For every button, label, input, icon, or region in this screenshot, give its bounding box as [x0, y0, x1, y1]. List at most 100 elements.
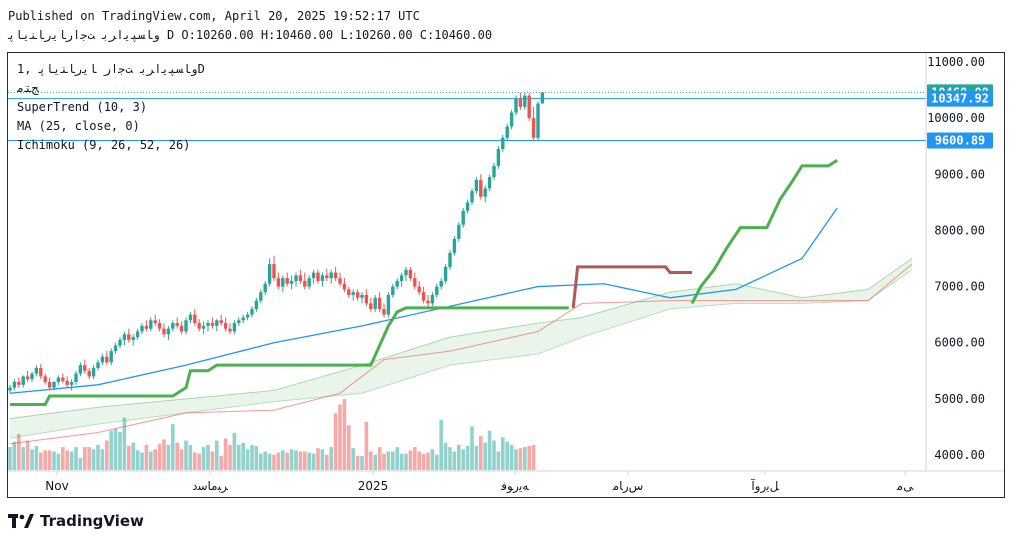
candle-body: [487, 177, 492, 189]
volume-bar: [149, 451, 153, 470]
candle-body: [325, 275, 329, 279]
candle-body: [479, 179, 483, 197]
y-tick-label: 10000.00: [927, 111, 985, 125]
candle-body: [391, 286, 395, 295]
candle-body: [12, 382, 17, 388]
volume-bar: [83, 447, 87, 470]
volume-bar: [250, 444, 254, 470]
supertrend-down-line: [571, 265, 692, 309]
volume-bar: [329, 447, 333, 470]
y-tick-label: 7000.00: [934, 280, 985, 294]
candle-body: [65, 380, 69, 385]
candle-body: [179, 325, 184, 332]
volume-bar: [118, 431, 122, 470]
candle-body: [171, 323, 175, 329]
volume-bar: [509, 444, 514, 470]
volume-bar: [518, 448, 523, 470]
volume-bar: [259, 453, 263, 470]
candle-body: [311, 272, 316, 279]
legend-ichimoku[interactable]: Ichimoku (9, 26, 52, 26): [17, 138, 191, 152]
candle-body: [105, 356, 109, 363]
volume-bar: [320, 449, 325, 470]
volume-bar: [113, 428, 118, 470]
candle-body: [91, 367, 96, 377]
volume-bar: [267, 453, 272, 470]
volume-bar: [448, 447, 452, 470]
supertrend-up-line-2: [690, 158, 839, 305]
candle-body: [157, 323, 162, 329]
volume-bar: [153, 449, 157, 470]
tradingview-logo[interactable]: TradingView: [8, 512, 144, 530]
volume-bar: [501, 437, 505, 470]
symbol-ohlc-line: ﻭﺎﺴﭙﯾﺍﺮﺑ ﺖﺟﺍﺭﺎﯾﺭﺎﻨﯾﺎﭘ D O:10260.00 H:104…: [8, 28, 493, 42]
candle-body: [333, 272, 338, 279]
candle-body: [294, 275, 298, 281]
volume-bar: [505, 441, 509, 470]
volume-bar: [223, 438, 228, 470]
candle-body: [17, 382, 21, 385]
volume-bar: [56, 453, 61, 470]
volume-bar: [452, 451, 457, 470]
legend-symbol[interactable]: ﻭﺎﺴﭙﯾﺍﺮﺑ ﺖﺟﺍﺭ ﺎﯾﺭﺎﻨﯾﺎﭘ ,1D: [17, 62, 205, 76]
volume-bar: [162, 439, 166, 470]
volume-bar: [342, 399, 347, 470]
volume-bar: [254, 446, 259, 470]
candle-body: [215, 320, 219, 326]
candle-body: [34, 367, 39, 374]
candle-body: [501, 137, 505, 150]
volume-bar: [399, 453, 404, 470]
legend-exchange: ﺞﺘﻣ: [17, 81, 39, 95]
volume-bar: [474, 446, 479, 470]
volume-bar: [351, 448, 355, 470]
candle-body: [193, 314, 197, 324]
candle-body: [536, 103, 540, 138]
candle-body: [523, 95, 527, 107]
volume-bar: [272, 454, 276, 470]
indicator-lines: [8, 91, 926, 406]
candle-body: [78, 365, 83, 374]
y-tick-label: 8000.00: [934, 223, 985, 237]
volume-bar: [395, 447, 399, 470]
volume-bar: [263, 451, 267, 470]
candle-body: [373, 297, 377, 310]
legend-ma[interactable]: MA (25, close, 0): [17, 119, 140, 133]
price-badge[interactable]: [927, 90, 993, 107]
volume-bar: [360, 455, 364, 470]
price-badge[interactable]: [927, 132, 993, 149]
candle-body: [496, 149, 501, 166]
volume-bar: [439, 419, 443, 470]
candle-body: [210, 323, 215, 326]
price-badge-label: 9600.89: [935, 134, 986, 148]
candle-body: [461, 210, 465, 225]
volume-bar: [215, 440, 219, 470]
volume-bar: [355, 455, 360, 470]
candle-body: [8, 387, 12, 391]
candle-body: [237, 320, 241, 324]
candle-body: [43, 376, 47, 383]
candle-body: [25, 376, 30, 380]
candle-body: [540, 92, 545, 104]
candle-body: [149, 320, 153, 329]
candle-body: [87, 370, 91, 377]
candle-body: [69, 382, 74, 385]
volume-bar: [289, 449, 294, 470]
brand-name: TradingView: [40, 512, 144, 530]
volume-bar: [52, 451, 56, 470]
volume-bar: [373, 454, 377, 470]
volume-bar: [382, 453, 386, 470]
candle-body: [259, 292, 263, 301]
candle-body: [435, 286, 439, 295]
chart-frame: [7, 52, 1005, 498]
candle-body: [399, 275, 404, 281]
candle-body: [413, 278, 417, 287]
volume-bar: [197, 453, 201, 470]
candle-body: [153, 320, 157, 324]
tradingview-logo-icon: [8, 514, 34, 528]
legend-supertrend[interactable]: SuperTrend (10, 3): [17, 100, 148, 114]
candle-body: [175, 323, 179, 326]
volume-bar: [426, 452, 430, 470]
volume-bar: [184, 440, 188, 470]
volume-bar: [206, 444, 210, 470]
candle-body: [109, 351, 113, 363]
